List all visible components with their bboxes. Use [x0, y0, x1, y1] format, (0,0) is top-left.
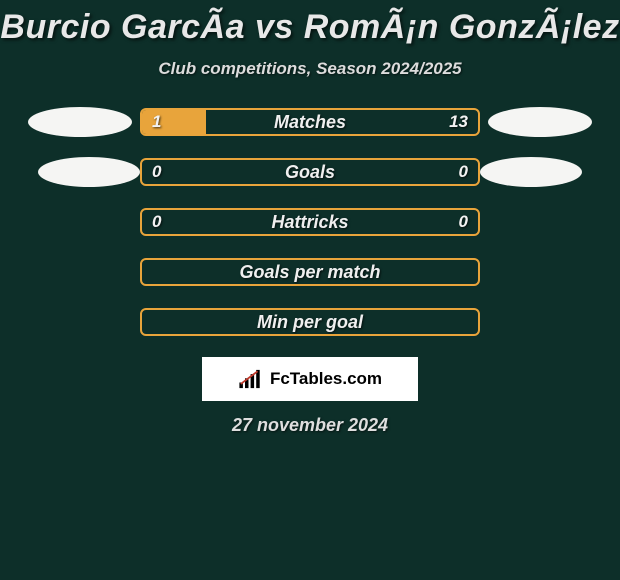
- stat-bar: Goals per match: [140, 258, 480, 286]
- stat-row: Goals per match: [0, 257, 620, 287]
- avatar-slot-left: [20, 107, 140, 137]
- stat-bar: 1Matches13: [140, 108, 480, 136]
- brand-box[interactable]: FcTables.com: [202, 357, 418, 401]
- stat-value-right: 0: [459, 212, 468, 232]
- stat-row: 0Goals0: [0, 157, 620, 187]
- brand-text: FcTables.com: [270, 369, 382, 389]
- stat-label: Matches: [142, 112, 478, 133]
- stat-label: Min per goal: [142, 312, 478, 333]
- stat-rows: 1Matches130Goals00Hattricks0Goals per ma…: [0, 107, 620, 337]
- player-avatar-left: [38, 157, 140, 187]
- date-line: 27 november 2024: [0, 415, 620, 436]
- stat-value-right: 13: [449, 112, 468, 132]
- stat-bar: Min per goal: [140, 308, 480, 336]
- bars-icon: [238, 368, 266, 390]
- player-avatar-right: [480, 157, 582, 187]
- stat-bar: 0Goals0: [140, 158, 480, 186]
- player-avatar-left: [28, 107, 132, 137]
- avatar-slot-right: [480, 157, 600, 187]
- stat-row: 1Matches13: [0, 107, 620, 137]
- stat-label: Goals per match: [142, 262, 478, 283]
- stat-value-right: 0: [459, 162, 468, 182]
- comparison-widget: Burcio GarcÃ­a vs RomÃ¡n GonzÃ¡lez Club …: [0, 0, 620, 436]
- avatar-slot-left: [20, 157, 140, 187]
- stat-label: Goals: [142, 162, 478, 183]
- subtitle: Club competitions, Season 2024/2025: [0, 59, 620, 79]
- stat-bar: 0Hattricks0: [140, 208, 480, 236]
- player-avatar-right: [488, 107, 592, 137]
- avatar-slot-right: [480, 107, 600, 137]
- stat-row: 0Hattricks0: [0, 207, 620, 237]
- stat-row: Min per goal: [0, 307, 620, 337]
- stat-label: Hattricks: [142, 212, 478, 233]
- page-title: Burcio GarcÃ­a vs RomÃ¡n GonzÃ¡lez: [0, 8, 620, 47]
